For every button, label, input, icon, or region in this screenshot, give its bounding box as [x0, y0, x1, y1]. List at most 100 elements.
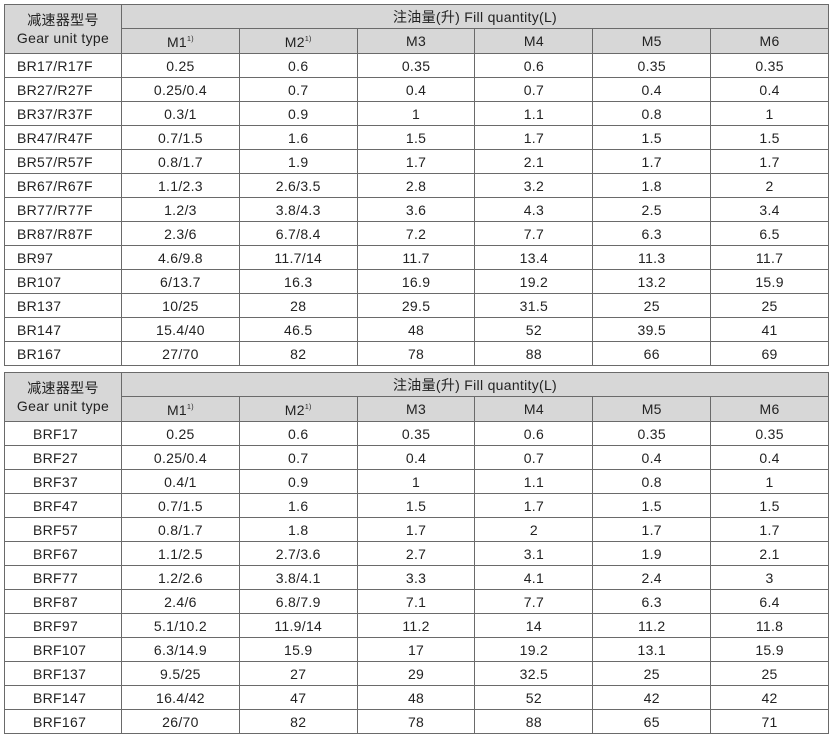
fill-quantity-cell: 88 — [474, 341, 594, 366]
table-row: BRF147 16.4/42 47 48 52 42 42 — [4, 685, 829, 710]
fill-quantity-cell: 11.8 — [710, 613, 829, 638]
type-cn-label: 减速器型号 — [27, 380, 99, 396]
fill-quantity-cell: 2.6/3.5 — [238, 173, 358, 198]
table-row: BRF77 1.2/2.6 3.8/4.1 3.3 4.1 2.4 3 — [4, 565, 829, 590]
mounting-position-header: M5 — [592, 28, 712, 54]
mounting-position-header: M5 — [592, 396, 712, 422]
position-label: M1 — [166, 402, 188, 418]
position-label: M6 — [759, 33, 780, 49]
fill-quantity-cell: 66 — [592, 341, 712, 366]
fill-quantity-cell: 0.7/1.5 — [121, 125, 240, 150]
fill-quantity-cell: 0.6 — [238, 421, 358, 446]
fill-quantity-cell: 11.7 — [356, 245, 476, 270]
fill-quantity-cell: 0.25/0.4 — [121, 77, 240, 102]
fill-quantity-cell: 2.7 — [356, 541, 476, 566]
fill-quantity-cell: 0.35 — [710, 421, 829, 446]
fill-quantity-cell: 6.8/7.9 — [238, 589, 358, 614]
fill-quantity-cell: 82 — [238, 341, 358, 366]
fill-quantity-cell: 1.9 — [238, 149, 358, 174]
fill-quantity-cell: 10/25 — [121, 293, 240, 318]
table-row: BRF97 5.1/10.2 11.9/14 11.2 14 11.2 11.8 — [4, 613, 829, 638]
table-row: BR37/R37F 0.3/1 0.9 1 1.1 0.8 1 — [4, 101, 829, 126]
gear-unit-cell: BR37/R37F — [4, 101, 122, 126]
fill-quantity-cell: 5.1/10.2 — [121, 613, 240, 638]
fill-quantity-cell: 13.2 — [592, 269, 712, 294]
gear-unit-cell: BR137 — [4, 293, 122, 318]
fill-quantity-cell: 3.8/4.3 — [238, 197, 358, 222]
fill-quantity-table-br: 减速器型号 Gear unit type 注油量(升) Fill quantity(… — [4, 4, 829, 366]
gear-unit-cell: BR57/R57F — [4, 149, 122, 174]
fill-quantity-cell: 15.9 — [710, 269, 829, 294]
gear-unit-cell: BR47/R47F — [4, 125, 122, 150]
table-row: BR57/R57F 0.8/1.7 1.9 1.7 2.1 1.7 1.7 — [4, 149, 829, 174]
fill-quantity-cell: 0.3/1 — [121, 101, 240, 126]
fill-quantity-cell: 48 — [356, 317, 476, 342]
fill-quantity-cell: 0.4 — [356, 445, 476, 470]
fill-quantity-cell: 19.2 — [474, 269, 594, 294]
fill-quantity-cell: 7.1 — [356, 589, 476, 614]
mounting-position-header: M11) — [121, 396, 240, 422]
fill-quantity-cell: 0.4 — [592, 77, 712, 102]
fill-quantity-cell: 1.2/3 — [121, 197, 240, 222]
mounting-position-header: M4 — [474, 396, 594, 422]
gear-unit-type-header: 减速器型号 Gear unit type — [4, 4, 122, 54]
fill-quantity-cell: 11.2 — [592, 613, 712, 638]
fill-quantity-cell: 1.2/2.6 — [121, 565, 240, 590]
gear-unit-cell: BRF77 — [4, 565, 122, 590]
fill-quantity-cell: 39.5 — [592, 317, 712, 342]
gear-unit-cell: BRF37 — [4, 469, 122, 494]
fill-quantity-cell: 1.7 — [592, 517, 712, 542]
fill-quantity-cell: 52 — [474, 685, 594, 710]
fill-quantity-cell: 1 — [710, 469, 829, 494]
fill-quantity-cell: 1.1/2.3 — [121, 173, 240, 198]
fill-quantity-cell: 1.7 — [710, 149, 829, 174]
fill-quantity-cell: 0.6 — [474, 53, 594, 78]
fill-quantity-cell: 69 — [710, 341, 829, 366]
position-label: M2 — [284, 402, 305, 418]
fill-quantity-cell: 15.4/40 — [121, 317, 240, 342]
fill-quantity-cell: 2.5 — [592, 197, 712, 222]
fill-quantity-cell: 2 — [474, 517, 594, 542]
gear-unit-cell: BR77/R77F — [4, 197, 122, 222]
fill-quantity-cell: 1.7 — [356, 517, 476, 542]
fill-quantity-cell: 27/70 — [121, 341, 240, 366]
fill-quantity-cell: 16.9 — [356, 269, 476, 294]
table-row: BR107 6/13.7 16.3 16.9 19.2 13.2 15.9 — [4, 269, 829, 294]
gear-unit-cell: BRF47 — [4, 493, 122, 518]
fill-quantity-cell: 3.4 — [710, 197, 829, 222]
gear-unit-cell: BRF107 — [4, 637, 122, 662]
mounting-position-header: M21) — [238, 28, 358, 54]
fill-quantity-cell: 6.3 — [592, 221, 712, 246]
table-row: BRF107 6.3/14.9 15.9 17 19.2 13.1 15.9 — [4, 637, 829, 662]
fill-quantity-cell: 82 — [238, 709, 358, 734]
fill-quantity-cell: 1.5 — [592, 125, 712, 150]
fill-quantity-cell: 2.1 — [474, 149, 594, 174]
gear-unit-cell: BR17/R17F — [4, 53, 122, 78]
position-label: M4 — [523, 33, 544, 49]
fill-quantity-cell: 13.1 — [592, 637, 712, 662]
fill-quantity-cell: 1.9 — [592, 541, 712, 566]
gear-unit-cell: BRF27 — [4, 445, 122, 470]
gear-unit-cell: BRF147 — [4, 685, 122, 710]
fill-quantity-cell: 14 — [474, 613, 594, 638]
fill-quantity-cell: 1.6 — [238, 125, 358, 150]
table-row: BR17/R17F 0.25 0.6 0.35 0.6 0.35 0.35 — [4, 53, 829, 78]
gear-unit-cell: BRF167 — [4, 709, 122, 734]
fill-quantity-cell: 32.5 — [474, 661, 594, 686]
gear-unit-cell: BRF57 — [4, 517, 122, 542]
fill-quantity-cell: 0.25/0.4 — [121, 445, 240, 470]
fill-quantity-cell: 1.5 — [710, 125, 829, 150]
fill-quantity-cell: 78 — [356, 341, 476, 366]
gear-unit-cell: BRF87 — [4, 589, 122, 614]
fill-quantity-cell: 0.9 — [238, 101, 358, 126]
fill-quantity-cell: 0.6 — [474, 421, 594, 446]
fill-quantity-cell: 6.5 — [710, 221, 829, 246]
fill-quantity-cell: 1.7 — [710, 517, 829, 542]
gear-unit-cell: BRF97 — [4, 613, 122, 638]
fill-quantity-cell: 11.2 — [356, 613, 476, 638]
gear-unit-cell: BRF17 — [4, 421, 122, 446]
fill-quantity-cell: 0.8 — [592, 101, 712, 126]
fill-quantity-cell: 15.9 — [710, 637, 829, 662]
fill-quantity-cell: 1.1/2.5 — [121, 541, 240, 566]
position-label: M5 — [641, 33, 662, 49]
